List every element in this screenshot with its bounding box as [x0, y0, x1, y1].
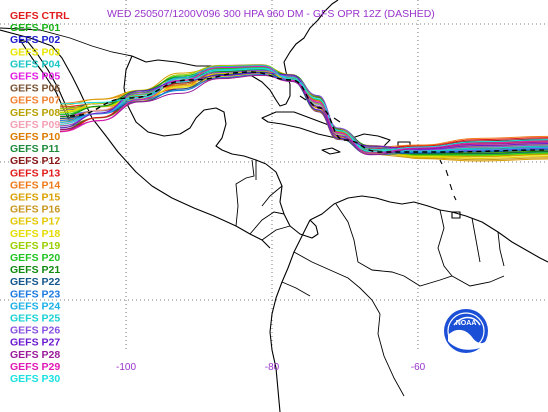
border-mexico-guatemala — [235, 159, 255, 227]
coast-central-america — [265, 163, 319, 239]
coast-south-america — [309, 195, 548, 263]
border-guyana-suriname — [471, 217, 481, 263]
legend-entry: GEFS CTRL — [10, 10, 70, 22]
ensemble-contours — [59, 64, 548, 162]
coast-mexico-gulf — [123, 55, 267, 165]
legend-entry: GEFS P22 — [10, 276, 60, 288]
contour-operational — [69, 71, 548, 153]
legend-entry: GEFS P12 — [10, 155, 60, 167]
border-us-mexico — [0, 27, 133, 57]
legend-entry: GEFS P29 — [10, 361, 60, 373]
legend-entry: GEFS P27 — [10, 337, 60, 349]
legend-entry: GEFS P24 — [10, 300, 60, 312]
contour-member — [59, 67, 548, 152]
legend-entry: GEFS P14 — [10, 179, 60, 191]
legend-entry: GEFS P07 — [10, 95, 60, 107]
legend-entry: GEFS P17 — [10, 216, 60, 228]
borders — [0, 27, 505, 397]
contour-member — [59, 69, 548, 151]
legend-entry: GEFS P15 — [10, 192, 60, 204]
border-brazil-peru — [377, 313, 405, 397]
island-lesser-antilles — [439, 159, 457, 201]
legend-entry: GEFS P04 — [10, 58, 60, 70]
legend-entry: GEFS P19 — [10, 240, 60, 252]
contour-member — [59, 64, 548, 153]
border-venezuela-guyana — [437, 209, 453, 277]
legend-entry: GEFS P25 — [10, 313, 60, 325]
legend-entry: GEFS P06 — [10, 83, 60, 95]
contour-member — [59, 72, 548, 150]
contour-member — [59, 66, 548, 154]
coast-us-gulf — [131, 0, 339, 107]
border-ecuador-peru — [281, 281, 311, 297]
legend-entry: GEFS P16 — [10, 204, 60, 216]
legend-entry: GEFS P18 — [10, 228, 60, 240]
lon-tick-label: -60 — [411, 362, 426, 373]
legend-entry: GEFS P23 — [10, 288, 60, 300]
island-jamaica — [321, 147, 341, 155]
legend-entry: GEFS P13 — [10, 167, 60, 179]
coast-mexico-pacific — [0, 29, 271, 249]
legend-entry: GEFS P01 — [10, 22, 60, 34]
legend-entry: GEFS P09 — [10, 119, 60, 131]
legend-entry: GEFS P26 — [10, 325, 60, 337]
coast-south-america-pacific — [269, 219, 311, 412]
contour-member — [59, 74, 548, 156]
border-venezuela-brazil — [403, 275, 505, 287]
border-suriname-guiana — [497, 231, 505, 267]
longitude-axis: -100 -80 -60 — [116, 362, 426, 373]
graticule — [0, 0, 548, 350]
legend-entry: GEFS P02 — [10, 34, 60, 46]
noaa-logo-text: NOAA — [456, 320, 477, 327]
border-colombia-peru — [293, 251, 381, 315]
lon-tick-label: -80 — [265, 362, 280, 373]
legend-entry: GEFS P30 — [10, 373, 60, 385]
legend-entry: GEFS P10 — [10, 131, 60, 143]
legend-entry: GEFS P11 — [10, 143, 60, 155]
island-trinidad — [451, 211, 461, 219]
legend-entry: GEFS P03 — [10, 46, 60, 58]
border-colombia-venezuela — [335, 203, 405, 277]
chart-title: WED 250507/1200V096 300 HPA 960 DM - GFS… — [107, 8, 435, 20]
legend-entry: GEFS P28 — [10, 349, 60, 361]
legend-entry: GEFS P05 — [10, 71, 60, 83]
contour-member — [59, 68, 548, 152]
legend-entry: GEFS P08 — [10, 107, 60, 119]
legend-entry: GEFS P20 — [10, 252, 60, 264]
border-central-america — [249, 185, 291, 241]
lon-tick-label: -100 — [116, 362, 136, 373]
noaa-logo: NOAA — [444, 309, 488, 353]
legend-entry: GEFS P21 — [10, 264, 60, 276]
